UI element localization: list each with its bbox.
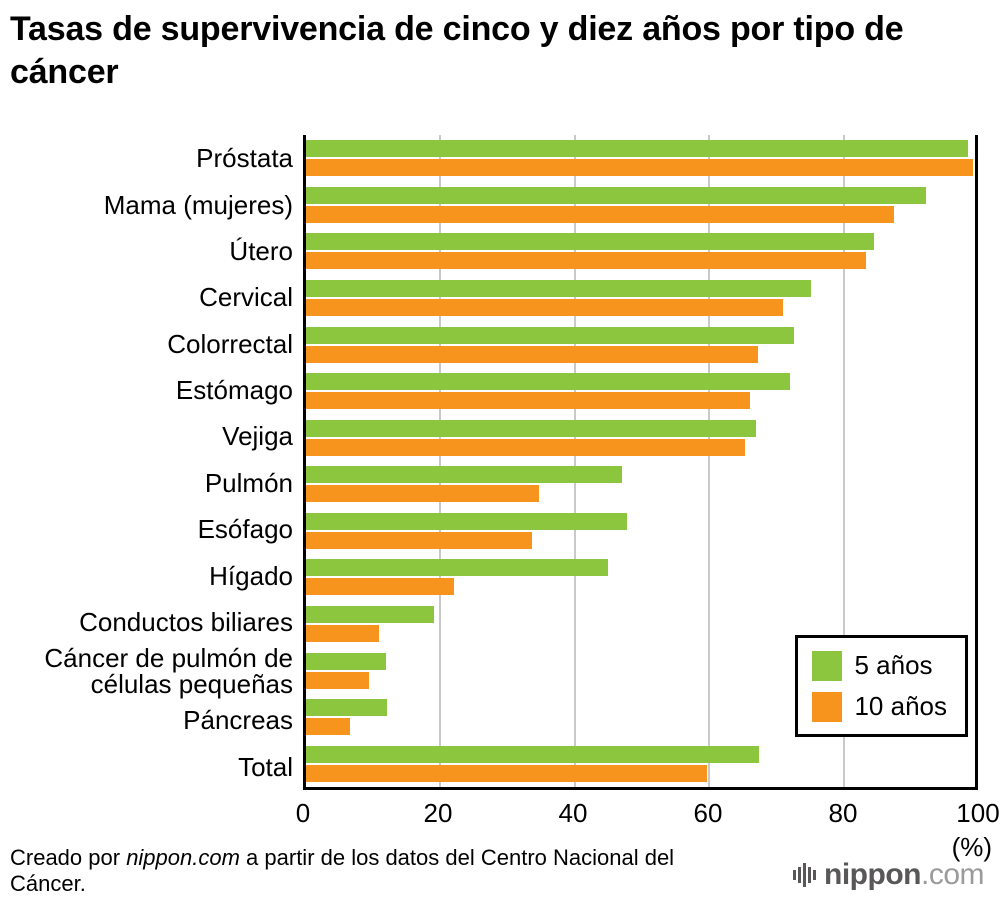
ten-year-bar: [306, 438, 745, 456]
legend-item-5y: 5 años: [812, 650, 947, 681]
category-label: Cervical: [199, 282, 293, 313]
category-label: Colorrectal: [167, 328, 293, 359]
source-suffix: a partir de los datos del Centro Naciona…: [10, 845, 675, 897]
ten-year-bar: [306, 531, 532, 549]
bar-row: [306, 554, 978, 601]
ten-year-bar: [306, 252, 866, 270]
x-tick-label: 80: [828, 798, 858, 828]
ten-year-bar: [306, 345, 758, 363]
logo-bar: [808, 867, 812, 883]
five-year-bar: [306, 605, 434, 623]
nippon-com-logo: nippon.com: [793, 858, 985, 892]
bar-row: [306, 601, 978, 648]
bar-row: [306, 461, 978, 508]
category-label: Hígado: [209, 560, 293, 591]
ten-year-bar: [306, 159, 973, 177]
category-label: Total: [238, 751, 293, 782]
five-year-bar: [306, 326, 794, 344]
gridline: [573, 135, 576, 787]
soundwave-bars-icon: [793, 862, 817, 888]
legend-label-10y: 10 años: [854, 691, 947, 721]
ten-year-bar: [306, 764, 707, 782]
ten-year-bar: [306, 624, 379, 642]
bar-row: [306, 414, 978, 461]
page-title: Tasas de supervivencia de cinco y diez a…: [10, 10, 904, 91]
ten-year-bar: [306, 671, 370, 689]
bar-row: [306, 135, 978, 182]
x-tick-label: 40: [558, 798, 588, 828]
logo-bar: [798, 867, 802, 883]
gridline: [975, 135, 978, 787]
logo-bar: [803, 863, 807, 887]
five-year-bar: [306, 233, 874, 251]
category-label: Cáncer de pulmón de células pequeñas: [44, 643, 293, 700]
bar-row: [306, 368, 978, 415]
x-axis: (%) 0 20 40 60 80 100: [296, 798, 1000, 868]
five-year-bar: [306, 279, 812, 297]
category-label: Próstata: [196, 143, 293, 174]
ten-year-bar: [306, 718, 351, 736]
bar-row: [306, 508, 978, 555]
gridlines-layer: [306, 135, 978, 787]
category-label: Estómago: [175, 375, 293, 406]
category-label: Mama (mujeres): [103, 189, 293, 220]
ten-year-bar: [306, 578, 454, 596]
bar-row: [306, 321, 978, 368]
category-label: Esófago: [197, 514, 293, 545]
bar-row: [306, 182, 978, 229]
legend-swatch-5y: [812, 650, 843, 681]
category-label: Pulmón: [204, 467, 293, 498]
five-year-bar: [306, 559, 609, 577]
ten-year-bar: [306, 485, 540, 503]
logo-bar: [813, 870, 817, 880]
five-year-bar: [306, 512, 627, 530]
bar-row: [306, 647, 978, 694]
bar-rows: [306, 135, 978, 787]
bar-row: [306, 228, 978, 275]
category-labels: Próstata Mama (mujeres) Útero Cervical Color…: [8, 135, 303, 790]
legend-label-5y: 5 años: [854, 650, 933, 680]
five-year-bar: [306, 745, 759, 763]
five-year-bar: [306, 466, 622, 484]
chart-legend: 5 años 10 años: [795, 635, 968, 737]
source-prefix: Creado por: [10, 845, 127, 870]
five-year-bar: [306, 140, 968, 158]
ten-year-bar: [306, 298, 784, 316]
bar-row: [306, 694, 978, 741]
source-note: Creado por nippon.com a partir de los da…: [10, 845, 750, 898]
category-label: Páncreas: [183, 705, 293, 736]
x-tick-label: 100: [956, 798, 1000, 828]
bar-row: [306, 740, 978, 787]
five-year-bar: [306, 652, 386, 670]
ten-year-bar: [306, 392, 750, 410]
x-tick-label: 0: [295, 798, 311, 828]
legend-item-10y: 10 años: [812, 691, 947, 722]
survival-bar-chart: Próstata Mama (mujeres) Útero Cervical Color…: [8, 135, 978, 790]
gridline: [708, 135, 711, 787]
logo-brand: nippon: [824, 858, 921, 891]
category-label: Útero: [229, 235, 293, 266]
logo-tld: .com: [920, 858, 985, 891]
logo-wordmark: nippon.com: [824, 858, 984, 892]
gridline: [439, 135, 442, 787]
legend-swatch-10y: [812, 691, 843, 722]
five-year-bar: [306, 699, 388, 717]
category-label: Conductos biliares: [79, 607, 293, 638]
category-label: Vejiga: [222, 421, 293, 452]
x-tick-label: 20: [423, 798, 453, 828]
five-year-bar: [306, 186, 927, 204]
x-axis-unit-label: (%): [951, 832, 992, 862]
bar-row: [306, 275, 978, 322]
five-year-bar: [306, 419, 757, 437]
five-year-bar: [306, 373, 790, 391]
ten-year-bar: [306, 205, 894, 223]
plot-area: 5 años 10 años: [303, 135, 978, 790]
logo-bar: [793, 870, 797, 880]
x-tick-label: 60: [693, 798, 723, 828]
gridline: [842, 135, 845, 787]
source-brand: nippon.com: [126, 845, 240, 870]
